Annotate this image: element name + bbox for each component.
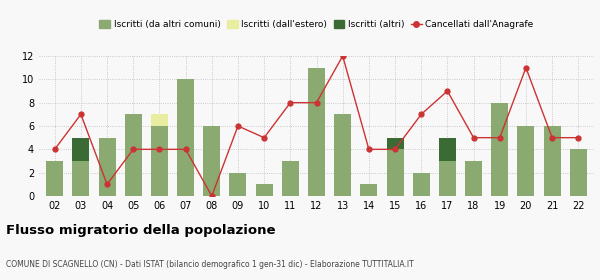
Bar — [570, 149, 587, 196]
Bar — [98, 138, 116, 196]
Bar — [125, 114, 142, 196]
Legend: Iscritti (da altri comuni), Iscritti (dall'estero), Iscritti (altri), Cancellati: Iscritti (da altri comuni), Iscritti (da… — [98, 18, 535, 31]
Bar — [203, 126, 220, 196]
Bar — [73, 161, 89, 196]
Bar — [361, 184, 377, 196]
Bar — [256, 184, 272, 196]
Bar — [334, 114, 351, 196]
Text: Flusso migratorio della popolazione: Flusso migratorio della popolazione — [6, 224, 275, 237]
Bar — [151, 126, 168, 196]
Bar — [465, 161, 482, 196]
Bar — [73, 138, 89, 161]
Bar — [439, 138, 456, 161]
Bar — [46, 161, 63, 196]
Bar — [544, 126, 560, 196]
Text: COMUNE DI SCAGNELLO (CN) - Dati ISTAT (bilancio demografico 1 gen-31 dic) - Elab: COMUNE DI SCAGNELLO (CN) - Dati ISTAT (b… — [6, 260, 414, 269]
Bar — [491, 103, 508, 196]
Bar — [386, 138, 404, 149]
Bar — [413, 173, 430, 196]
Bar — [308, 68, 325, 196]
Bar — [177, 79, 194, 196]
Bar — [282, 161, 299, 196]
Bar — [386, 149, 404, 196]
Bar — [517, 126, 535, 196]
Bar — [151, 114, 168, 126]
Bar — [229, 173, 247, 196]
Bar — [439, 161, 456, 196]
